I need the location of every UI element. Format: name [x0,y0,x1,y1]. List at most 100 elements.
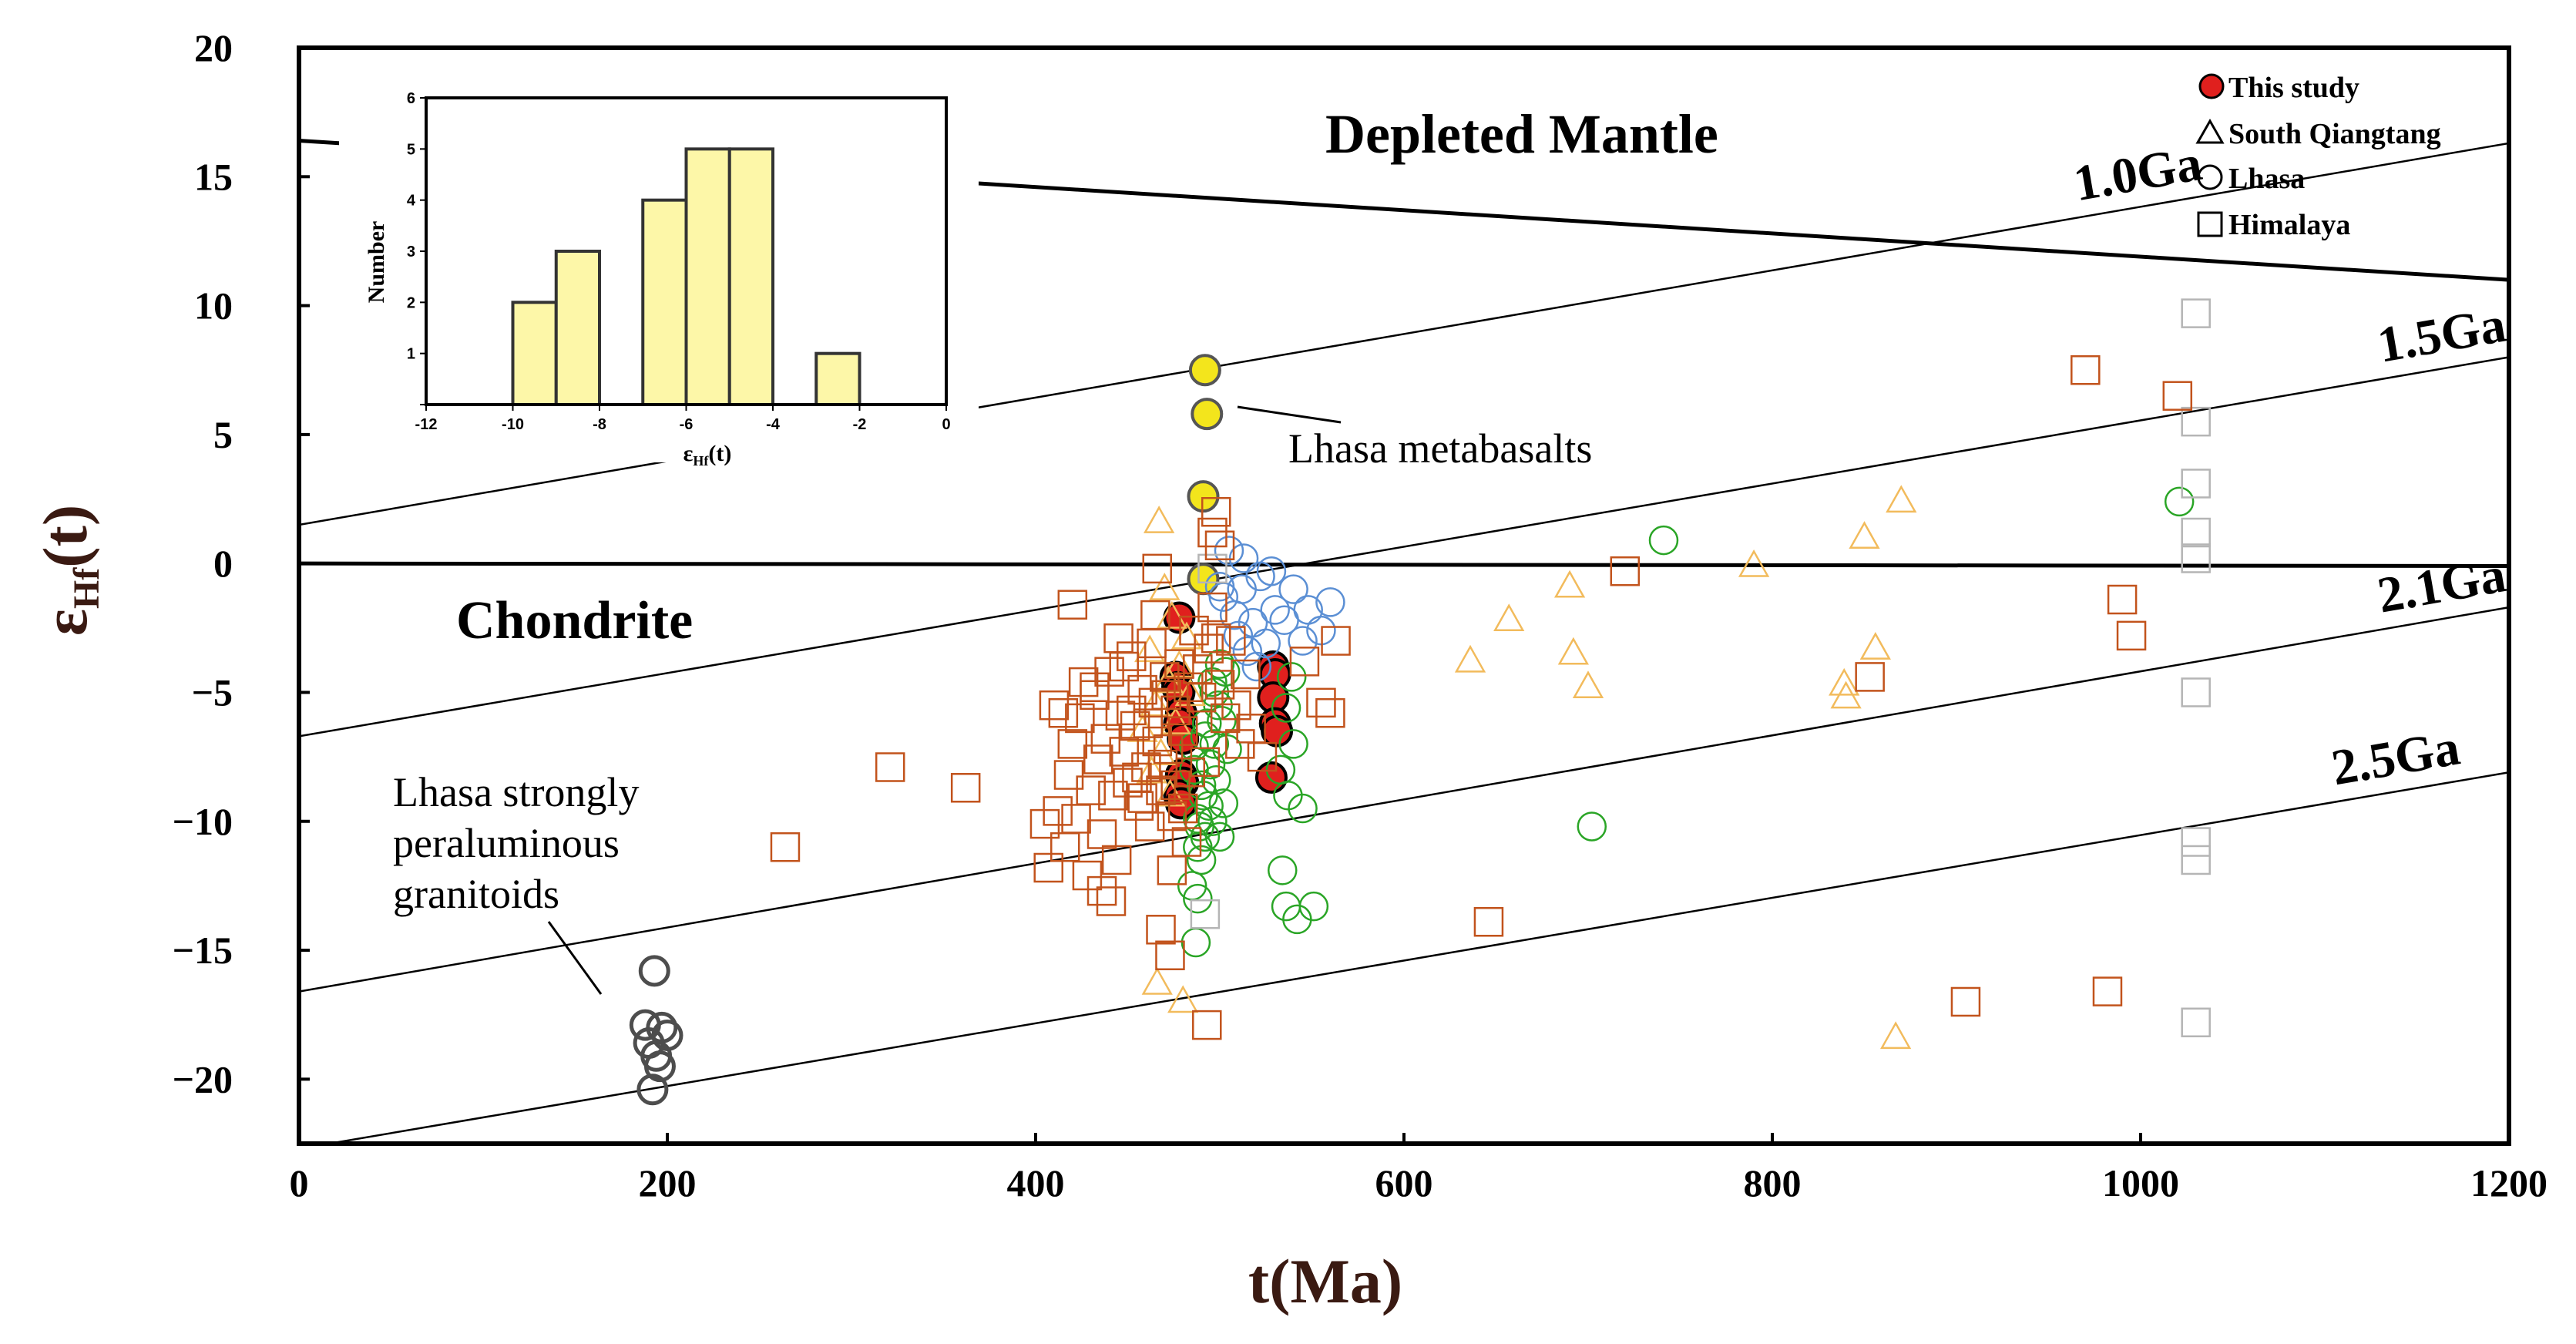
inset-bars [511,147,861,407]
point-himalaya-83 [1151,680,1181,711]
point-himalaya-90 [1950,986,1981,1017]
point-himalaya-60 [1315,697,1345,728]
point-himalaya-57 [1247,741,1278,772]
point-himalaya-62 [1057,590,1088,620]
point-himalaya-88 [1610,556,1641,586]
x-tick-label-1000: 1000 [2102,1161,2179,1205]
inset-y-tick-label-2: 2 [407,294,415,311]
point-lhasa-green-38 [1208,788,1239,818]
point-lhasa-blue-14 [1241,651,1272,682]
age-line-label-2-1ga: 2.1Ga [2373,546,2510,623]
series-lhasa-strongly-peraluminous-granitoids [629,955,683,1106]
point-himalaya-32 [1138,687,1169,718]
point-lhasa-green-31 [1201,764,1231,795]
point-south-qiangtang-3 [1134,634,1166,663]
point-lhasa-green-16 [1186,770,1217,801]
point-south-qiangtang-0 [1143,506,1175,533]
point-lhasa-blue-17 [1204,572,1235,602]
point-lhasa-blue-15 [1269,605,1299,636]
inset-y-tick-label-6: 6 [407,90,415,107]
point-himalaya-white-9 [1190,899,1221,929]
point-lhasa-metabasalts-1 [1191,398,1224,431]
point-lhasa-blue-3 [1278,574,1308,604]
point-himalaya-27 [1120,711,1150,741]
point-himalaya-65 [1096,886,1127,916]
point-himalaya-9 [1053,760,1084,790]
x-tick-label-1200: 1200 [2470,1161,2547,1205]
point-lhasa-blue-2 [1245,561,1275,592]
legend-label-lhasa: Lhasa [2228,163,2305,195]
inset-bar-3 [684,147,731,406]
ref-line-2-1ga [299,606,2509,993]
point-himalaya-2 [950,773,981,803]
y-tick-label-10: 10 [194,284,233,328]
point-himalaya-white-4 [2181,543,2211,573]
inset-x-tick-label-4: -4 [766,416,781,433]
point-himalaya-13 [1068,667,1099,697]
point-lhasa-strongly-peraluminous-granitoids-6 [643,1050,676,1083]
y-tick-label--5: −5 [192,670,233,714]
point-himalaya-3 [1029,808,1060,839]
point-south-qiangtang-22 [1557,637,1590,665]
point-himalaya-4 [1033,852,1063,883]
x-axis-title: t(Ma) [1248,1246,1402,1316]
inset-x-tick-label-5: -2 [853,416,867,433]
point-south-qiangtang-1 [1149,573,1181,600]
point-south-qiangtang-16 [1886,485,1917,513]
point-himalaya-17 [1083,744,1113,774]
age-line-label-1-0ga: 1.0Ga [2070,135,2206,212]
point-south-qiangtang-18 [1738,549,1770,577]
point-lhasa-metabasalts-0 [1188,354,1221,387]
point-himalaya-74 [1103,623,1134,654]
y-tick-label--20: −20 [173,1057,233,1100]
point-himalaya-0 [770,832,801,862]
plot-frame [297,45,2511,1146]
point-himalaya-92 [2092,976,2123,1006]
point-himalaya-64 [1086,875,1117,906]
point-south-qiangtang-24 [1829,667,1860,696]
point-himalaya-50 [1204,670,1235,700]
point-himalaya-67 [1146,915,1176,945]
inset-bar-5 [814,351,861,406]
chondrite-label: Chondrite [456,591,693,650]
point-himalaya-73 [1204,530,1235,561]
point-himalaya-77 [1122,762,1152,793]
point-himalaya-75 [1109,651,1139,682]
point-himalaya-white-1 [2181,406,2211,437]
point-himalaya-91 [2071,354,2101,385]
y-tick-label-5: 5 [213,413,233,456]
point-lhasa-green-37 [1212,734,1242,764]
inset-y-tick-label-4: 4 [407,193,416,210]
point-himalaya-59 [1306,687,1336,718]
point-lhasa-blue-18 [1227,574,1257,604]
point-lhasa-green-3 [1278,729,1308,759]
legend: This study South Qiangtang Lhasa Himalay… [2195,72,2441,241]
point-lhasa-blue-13 [1232,636,1263,667]
point-himalaya-54 [1225,729,1255,759]
metabasalts-leader-line [1237,405,1342,424]
point-himalaya-22 [1101,845,1132,875]
point-himalaya-39 [1164,649,1194,679]
point-himalaya-26 [1117,641,1147,671]
point-lhasa-metabasalts-3 [1187,563,1220,596]
legend-label-himalaya: Himalaya [2228,209,2350,241]
series-himalaya-white [1190,298,2211,1037]
point-lhasa-green-2 [1577,811,1607,842]
inset-axes: -12 -10 -8 -6 -4 -2 0 1 2 3 4 5 6 [407,90,951,433]
y-tick-label-20: 20 [194,26,233,69]
point-lhasa-green-10 [1183,883,1213,914]
point-himalaya-78 [1127,783,1157,813]
inset-y-tick-label-3: 3 [407,244,415,260]
point-lhasa-green-30 [1197,806,1228,837]
point-himalaya-29 [1127,674,1157,705]
point-himalaya-86 [1174,672,1204,703]
age-line-label-2-5ga: 2.5Ga [2328,719,2464,796]
inset-y-axis-title: Number [364,221,389,304]
point-south-qiangtang-27 [1879,1021,1912,1050]
point-himalaya-95 [2162,381,2193,411]
inset-x-tick-label-2: -8 [593,416,606,433]
legend-label-south-qiangtang: South Qiangtang [2228,118,2441,150]
legend-marker-this-study [2198,73,2225,99]
point-himalaya-80 [1137,628,1167,659]
